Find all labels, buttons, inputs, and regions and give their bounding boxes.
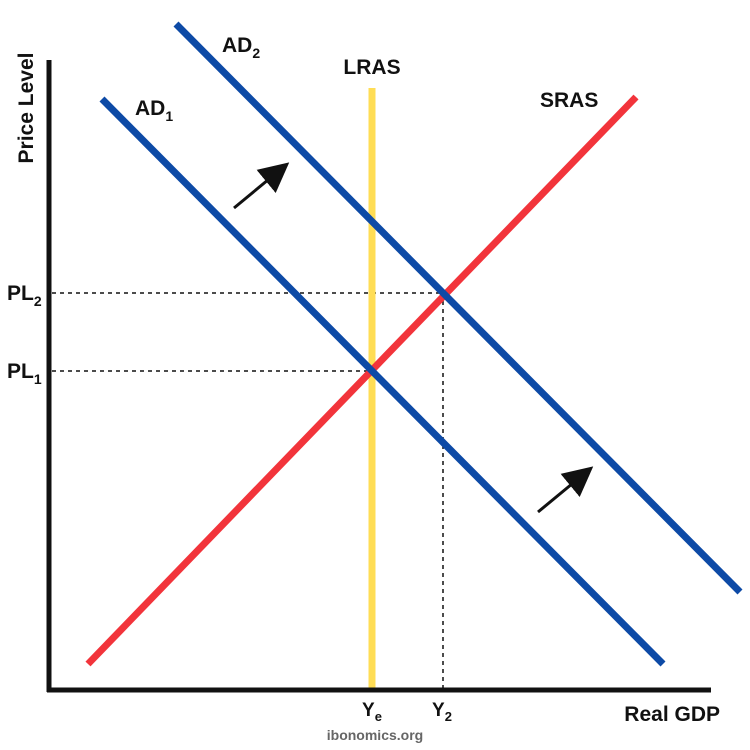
ad1-label-subscript: 1: [165, 108, 173, 124]
ad1-label-text: AD: [135, 97, 165, 120]
ye-label-text: Y: [362, 700, 375, 721]
watermark-text: ibonomics.org: [327, 727, 423, 743]
lras-label: LRAS: [343, 56, 400, 79]
y2-label: Y2: [432, 700, 452, 724]
y2-label-text: Y: [432, 700, 445, 721]
pl2-label-subscript: 2: [34, 293, 42, 309]
y2-label-subscript: 2: [445, 709, 452, 724]
pl2-label-text: PL: [7, 282, 34, 305]
ad1-curve: [99, 96, 666, 667]
ad2-label: AD2: [222, 34, 260, 61]
pl1-label-subscript: 1: [34, 371, 42, 387]
x-axis-label: Real GDP: [624, 703, 720, 726]
ad2-label-text: AD: [222, 34, 252, 57]
pl2-label: PL2: [7, 282, 42, 309]
pl1-label-text: PL: [7, 360, 34, 383]
pl1-label: PL1: [7, 360, 42, 387]
ad2-label-subscript: 2: [252, 45, 260, 61]
shift-arrow-upper: [233, 162, 290, 210]
ye-label-subscript: e: [375, 709, 382, 724]
sras-curve: [85, 94, 639, 667]
sras-label: SRAS: [540, 89, 598, 112]
y-axis-label: Price Level: [15, 53, 38, 164]
shift-arrow-lower: [537, 466, 594, 514]
ad2-curve: [173, 21, 743, 595]
ye-label: Ye: [362, 700, 382, 724]
ad1-label: AD1: [135, 97, 173, 124]
